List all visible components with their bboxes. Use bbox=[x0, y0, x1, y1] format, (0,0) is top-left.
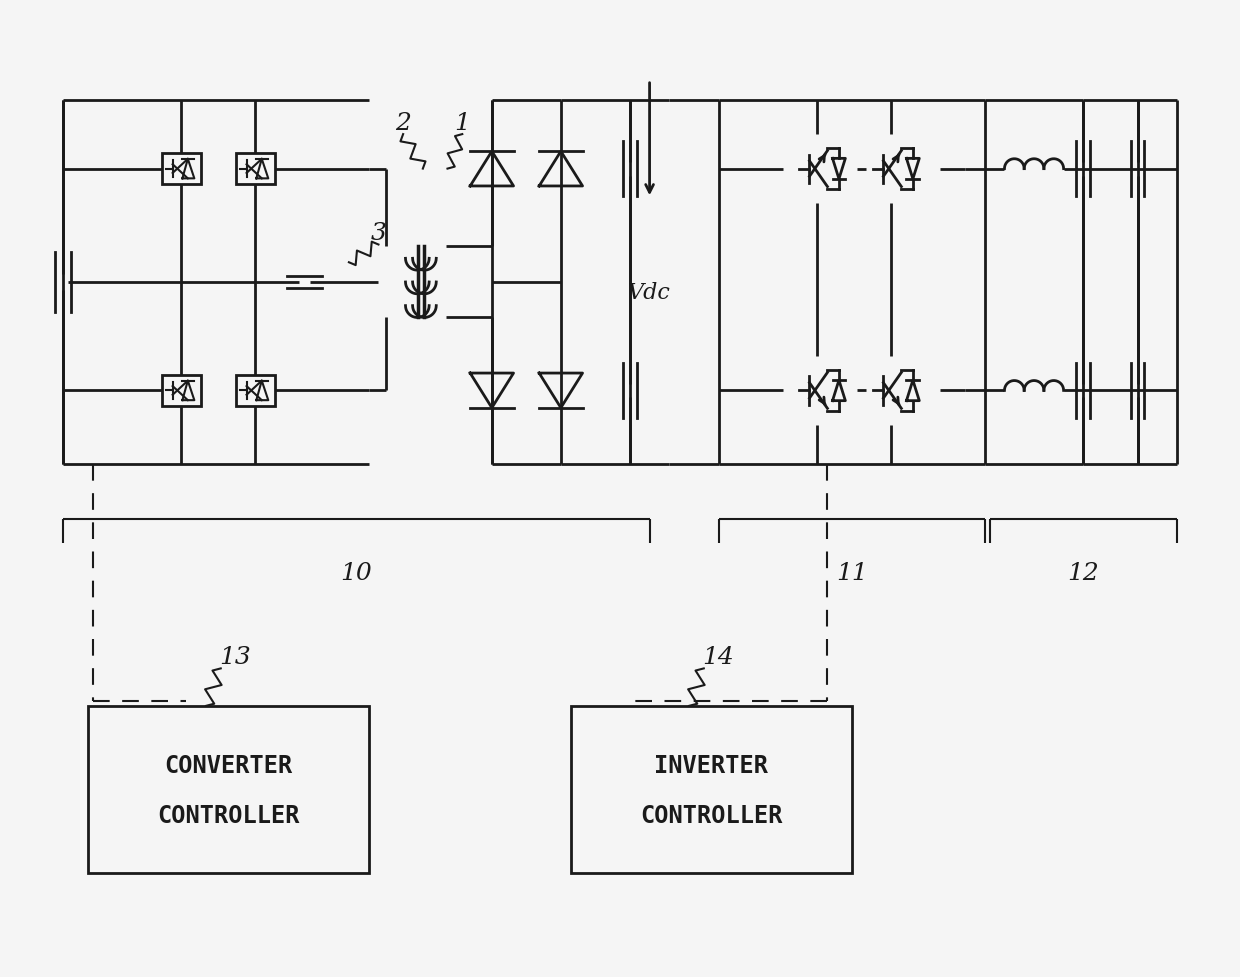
Bar bbox=[570, 706, 852, 873]
Text: 14: 14 bbox=[703, 646, 734, 668]
Text: 12: 12 bbox=[1068, 562, 1099, 584]
Bar bbox=[236, 376, 275, 406]
Bar bbox=[161, 376, 201, 406]
Text: INVERTER: INVERTER bbox=[655, 752, 769, 777]
Bar bbox=[88, 706, 368, 873]
Bar bbox=[236, 154, 275, 185]
Text: CONTROLLER: CONTROLLER bbox=[157, 803, 299, 827]
Text: 3: 3 bbox=[371, 222, 387, 245]
Text: Vdc: Vdc bbox=[629, 281, 671, 304]
Text: CONTROLLER: CONTROLLER bbox=[640, 803, 782, 827]
Text: 1: 1 bbox=[454, 111, 470, 135]
Text: CONVERTER: CONVERTER bbox=[164, 752, 293, 777]
Text: 10: 10 bbox=[340, 562, 372, 584]
Text: 11: 11 bbox=[836, 562, 868, 584]
Bar bbox=[161, 154, 201, 185]
Text: 13: 13 bbox=[219, 646, 252, 668]
Text: 2: 2 bbox=[396, 111, 412, 135]
